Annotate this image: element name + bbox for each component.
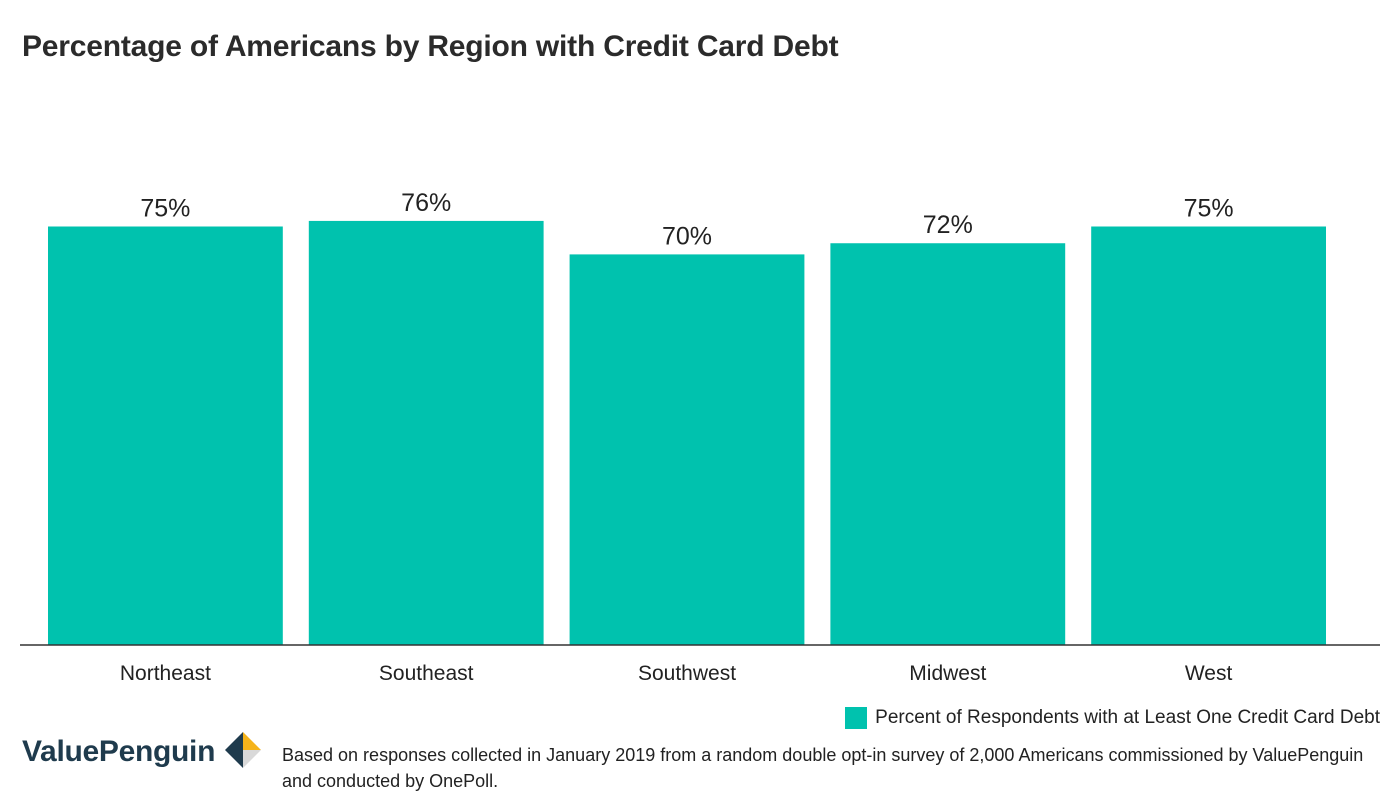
chart-title: Percentage of Americans by Region with C… (22, 30, 839, 63)
data-label-northeast: 75% (140, 195, 190, 223)
bar-southeast (308, 220, 544, 646)
legend: Percent of Respondents with at Least One… (845, 707, 1380, 729)
data-label-southeast: 76% (401, 189, 451, 217)
bar-southwest (569, 254, 805, 645)
legend-swatch (845, 707, 868, 729)
x-tick-label-west: West (1185, 662, 1233, 685)
labels-layer: 75% Northeast 76% Southeast 70% Southwest 72% M… (120, 189, 1234, 685)
data-label-midwest: 72% (923, 211, 973, 239)
x-tick-label-southwest: Southwest (638, 662, 736, 685)
bar-chart: 75% Northeast 76% Southeast 70% Southwest 72% M… (20, 189, 1380, 685)
footnote: Based on responses collected in January … (282, 745, 1364, 791)
x-tick-label-northeast: Northeast (120, 662, 211, 685)
valuepenguin-logo-icon (225, 732, 262, 768)
legend-label: Percent of Respondents with at Least One… (875, 707, 1380, 728)
bar-west (1091, 226, 1326, 645)
valuepenguin-logo[interactable]: ValuePenguin (22, 730, 263, 774)
logo-text: ValuePenguin (22, 735, 216, 768)
x-tick-label-midwest: Midwest (909, 662, 986, 685)
bars-layer (48, 220, 1326, 646)
x-tick-label-southeast: Southeast (379, 662, 474, 685)
data-label-southwest: 70% (662, 222, 712, 250)
bar-northeast (48, 226, 283, 645)
bar-midwest (830, 243, 1066, 646)
data-label-west: 75% (1184, 195, 1234, 223)
